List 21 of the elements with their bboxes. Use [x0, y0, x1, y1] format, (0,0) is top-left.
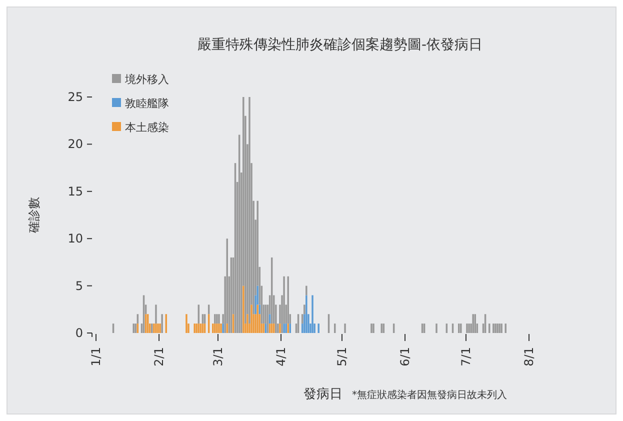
legend-label: 本土感染: [125, 121, 169, 134]
y-tick-label: 15: [68, 184, 83, 198]
y-tick-label: 5: [75, 278, 83, 293]
x-tick-label: 2/1: [152, 347, 166, 366]
y-tick-label: 20: [68, 137, 83, 152]
x-tick-label: 3/1: [210, 347, 225, 366]
x-tick-label: 7/1: [458, 347, 473, 366]
y-tick-label: 25: [68, 90, 83, 104]
chart-title: 嚴重特殊傳染性肺炎確診個案趨勢圖-依發病日: [197, 36, 483, 53]
x-tick-label: 1/1: [89, 347, 103, 366]
y-tick-label: 10: [68, 232, 83, 246]
x-tick-label: 5/1: [334, 347, 349, 366]
x-axis-title: 發病日: [304, 387, 342, 402]
legend-label: 敦睦艦隊: [125, 97, 169, 110]
text: *無症狀感染者因無發病日故未列入: [352, 389, 507, 401]
y-axis-title: 確診數: [27, 197, 41, 234]
x-tick-label: 4/1: [274, 347, 288, 366]
x-tick-label: 6/1: [398, 347, 412, 366]
legend-label: 境外移入: [124, 73, 169, 86]
x-tick-label: 8/1: [522, 347, 536, 366]
y-tick-label: 0: [75, 326, 83, 340]
